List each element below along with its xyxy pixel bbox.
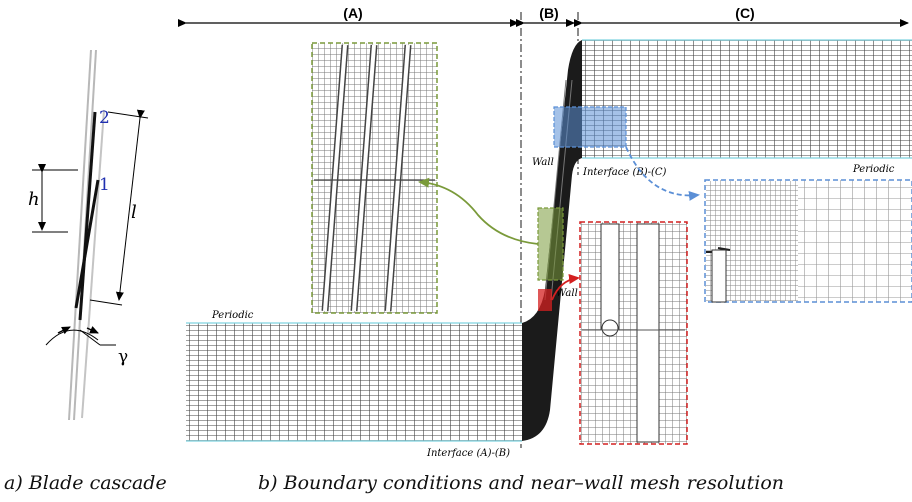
blade-2-label: 2: [99, 108, 110, 128]
blade-cascade-diagram: 2 1 h l γ: [28, 49, 149, 421]
interface-bc-label: Interface (B)-(C): [582, 167, 667, 178]
blade-2: [78, 111, 97, 321]
wall-lower-label: Wall: [556, 288, 578, 299]
red-zoom-region: [538, 221, 688, 445]
wall-upper-label: Wall: [532, 157, 554, 168]
periodic-top-label: Periodic: [852, 164, 895, 175]
green-zoom-region: [311, 42, 564, 314]
panel-a-caption: a) Blade cascade: [4, 472, 167, 494]
blade-1: [74, 179, 100, 309]
periodic-bottom-label: Periodic: [211, 310, 254, 321]
chord-l-label: l: [131, 202, 137, 223]
region-a-label: (A): [343, 5, 362, 21]
pitch-h-label: h: [28, 189, 40, 210]
interface-ab-label: Interface (A)-(B): [426, 448, 510, 459]
blue-zoom-region: [553, 106, 912, 303]
blade-1-label: 1: [99, 175, 110, 195]
region-a-mesh: [186, 322, 522, 442]
region-c-mesh: [582, 39, 912, 159]
panel-b-caption: b) Boundary conditions and near–wall mes…: [258, 472, 785, 494]
region-c-label: (C): [735, 5, 754, 21]
region-b-label: (B): [539, 5, 558, 21]
stagger-gamma-label: γ: [118, 347, 128, 367]
